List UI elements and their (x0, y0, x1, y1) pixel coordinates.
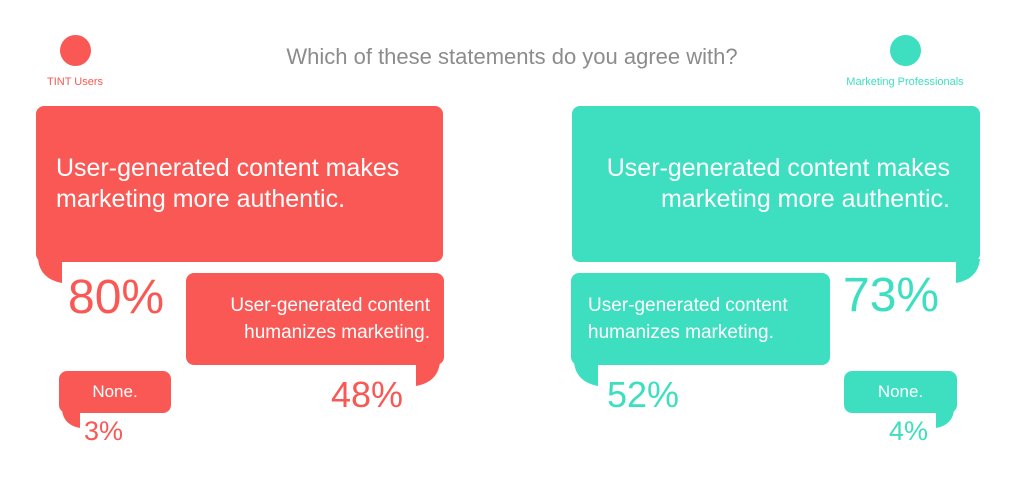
bubble-marketing-none: None. (844, 371, 957, 413)
value-tint-authentic: 80% (68, 271, 165, 324)
value-marketing-authentic: 73% (843, 269, 940, 322)
statement-line: User-generated content (230, 295, 430, 316)
bubble-tail (416, 362, 440, 386)
value-marketing-humanizes: 52% (607, 374, 680, 415)
statement-line: User-generated content makes (606, 154, 950, 182)
bubble-tint-authentic: User-generated content makes marketing m… (36, 106, 443, 262)
value-tint-humanizes: 48% (331, 374, 404, 415)
bubble-marketing-humanizes: User-generated content humanizes marketi… (571, 273, 830, 365)
bubble-tail (956, 259, 980, 283)
legend-dot-marketing-professionals (890, 35, 921, 66)
bubble-tint-none: None. (59, 371, 171, 413)
statement-line: None. (92, 382, 138, 401)
statement-line: humanizes marketing. (588, 322, 774, 343)
bubble-marketing-authentic: User-generated content makes marketing m… (572, 106, 980, 262)
bubble-tint-humanizes: User-generated content humanizes marketi… (186, 273, 444, 365)
statement-line: marketing more authentic. (660, 185, 950, 213)
statement-line: marketing more authentic. (56, 185, 346, 213)
bubble-tail (574, 362, 598, 386)
bubble-tail (62, 410, 80, 428)
legend-label-marketing-professionals: Marketing Professionals (846, 76, 964, 88)
bubble-tail (936, 410, 954, 428)
legend-dot-tint-users (60, 35, 91, 66)
value-marketing-none: 4% (889, 416, 929, 446)
bubble-tail (38, 259, 62, 283)
statement-line: humanizes marketing. (244, 322, 430, 343)
chart-title: Which of these statements do you agree w… (286, 44, 738, 69)
statement-line: User-generated content makes (56, 154, 400, 182)
legend-label-tint-users: TINT Users (46, 76, 104, 88)
value-tint-none: 3% (84, 416, 124, 446)
statement-line: User-generated content (588, 295, 788, 316)
statement-line: None. (877, 382, 924, 401)
